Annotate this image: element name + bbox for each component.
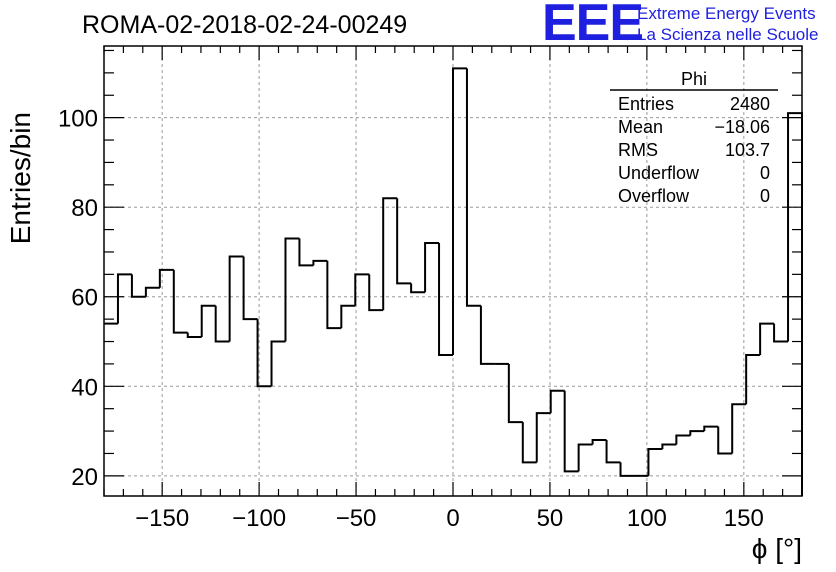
histogram-bin	[270, 340, 286, 387]
histogram-bin	[759, 322, 775, 355]
histogram-bin	[535, 412, 551, 463]
stats-row-value: −18.06	[714, 117, 770, 137]
histogram-bin	[228, 255, 244, 342]
histogram-bin	[689, 430, 705, 436]
histogram-bin	[214, 305, 230, 343]
y-axis-label: Entries/bin	[5, 112, 36, 244]
histogram-bin	[172, 269, 188, 334]
x-tick-label: 100	[627, 505, 667, 532]
histogram-bin	[354, 273, 370, 306]
histogram-bin	[298, 238, 314, 267]
histogram-bin	[773, 323, 789, 343]
stats-row-label: Overflow	[618, 186, 690, 206]
x-tick-label: −50	[336, 505, 377, 532]
histogram-bin	[549, 389, 565, 414]
stats-row-value: 103.7	[725, 140, 770, 160]
x-tick-label: 150	[724, 505, 764, 532]
histogram-bin	[326, 260, 342, 330]
x-tick-label: −100	[232, 505, 286, 532]
stats-row-label: RMS	[618, 140, 658, 160]
histogram-bin	[647, 447, 663, 476]
histogram-bin	[382, 197, 398, 311]
x-axis-label: ϕ [°]	[752, 533, 802, 564]
x-tick-label: 0	[446, 505, 459, 532]
histogram-bin	[605, 440, 621, 464]
histogram-bin	[465, 68, 481, 307]
histogram-bin	[186, 332, 202, 339]
logo-mark: EEE	[542, 0, 643, 52]
histogram-bin	[284, 237, 300, 342]
y-tick-label: 100	[58, 106, 98, 133]
histogram-bin	[368, 274, 384, 312]
stats-row-label: Entries	[618, 94, 674, 114]
y-tick-label: 40	[71, 374, 98, 401]
stats-box-name: Phi	[681, 69, 707, 89]
stats-box: Phi Entries 2480 Mean −18.06 RMS 103.7 Underfl…	[610, 69, 778, 206]
stats-row-value: 2480	[730, 94, 770, 114]
histogram-bin	[745, 353, 761, 405]
histogram-bin	[130, 274, 146, 298]
histogram-bin	[591, 439, 607, 445]
histogram-bin	[675, 434, 691, 445]
histogram-bin	[158, 268, 174, 288]
histogram-bin	[619, 462, 635, 477]
chart-title: ROMA-02-2018-02-24-00249	[82, 11, 407, 39]
logo-line-1: Extreme Energy Events	[637, 4, 816, 23]
histogram-bin	[479, 305, 495, 365]
histogram-bin	[787, 112, 803, 496]
tick-labels: −150 −100 −50 0 50 100 150 20 40 60 80 100	[58, 106, 764, 532]
stats-row-value: 0	[760, 163, 770, 183]
y-tick-label: 80	[71, 195, 98, 222]
histogram-bin	[312, 259, 328, 266]
eee-logo: EEE Extreme Energy Events La Scienza nel…	[542, 0, 818, 52]
histogram-bin	[521, 422, 537, 464]
histogram-bin	[256, 319, 272, 388]
ticks	[103, 46, 803, 496]
histogram-bin	[703, 425, 719, 432]
stats-row-value: 0	[760, 186, 770, 206]
histogram-bin	[200, 304, 216, 338]
histogram-bin	[340, 304, 356, 329]
y-tick-label: 20	[71, 464, 98, 491]
x-tick-label: −150	[135, 505, 189, 532]
stats-row-label: Underflow	[618, 163, 700, 183]
histogram-bin	[424, 242, 440, 293]
histogram-bin	[144, 286, 160, 297]
histogram-bin	[717, 426, 733, 455]
histogram-bin	[577, 443, 593, 472]
histogram-bin	[438, 243, 453, 356]
histogram-bin	[410, 283, 426, 294]
histogram-bin	[661, 443, 677, 449]
stats-row-label: Mean	[618, 117, 663, 137]
histogram-bin	[731, 403, 747, 454]
histogram-bin	[507, 363, 523, 424]
x-tick-label: 50	[537, 505, 564, 532]
y-tick-label: 60	[71, 285, 98, 312]
histogram-bin	[452, 67, 467, 355]
histogram-bin	[116, 273, 132, 324]
histogram-bin	[242, 256, 258, 321]
logo-line-2: La Scienza nelle Scuole	[637, 25, 818, 44]
histogram-bin	[396, 198, 412, 285]
histogram-bin	[563, 390, 579, 473]
